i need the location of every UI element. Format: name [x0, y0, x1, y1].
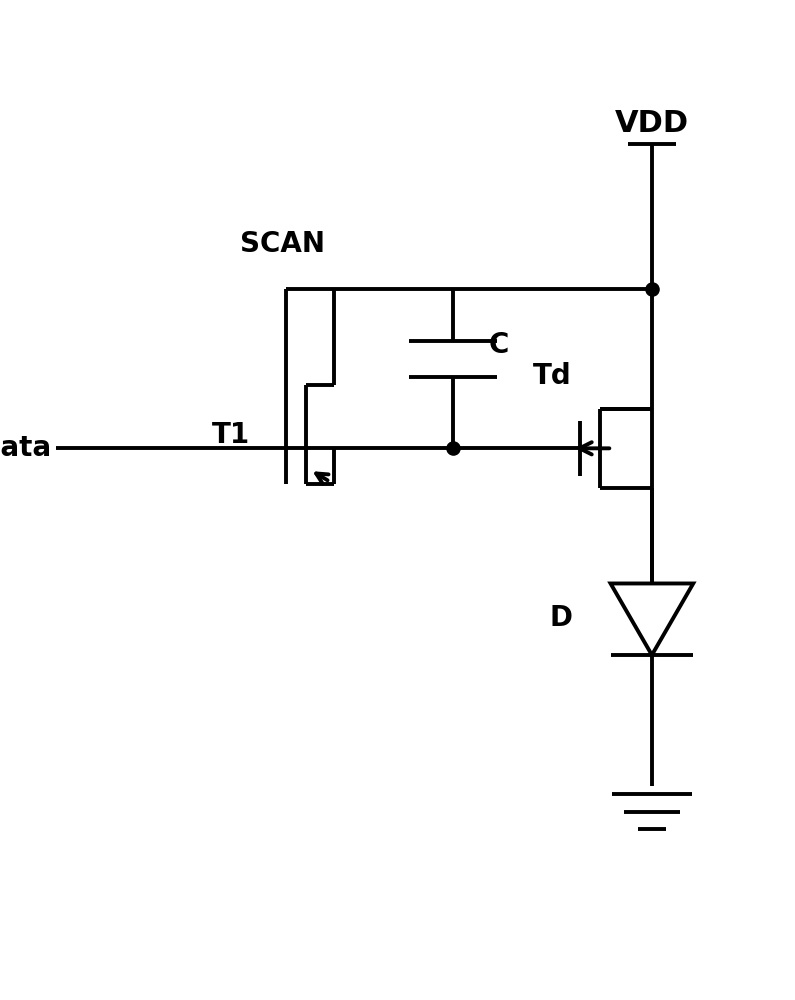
Text: VDD: VDD	[615, 109, 689, 138]
Text: C: C	[489, 331, 510, 359]
Point	[447, 440, 460, 456]
Text: Vdata: Vdata	[0, 434, 52, 462]
Point	[646, 281, 658, 297]
Text: T1: T1	[212, 421, 250, 449]
Text: D: D	[549, 604, 572, 632]
Text: SCAN: SCAN	[240, 230, 324, 258]
Text: Td: Td	[533, 362, 572, 390]
